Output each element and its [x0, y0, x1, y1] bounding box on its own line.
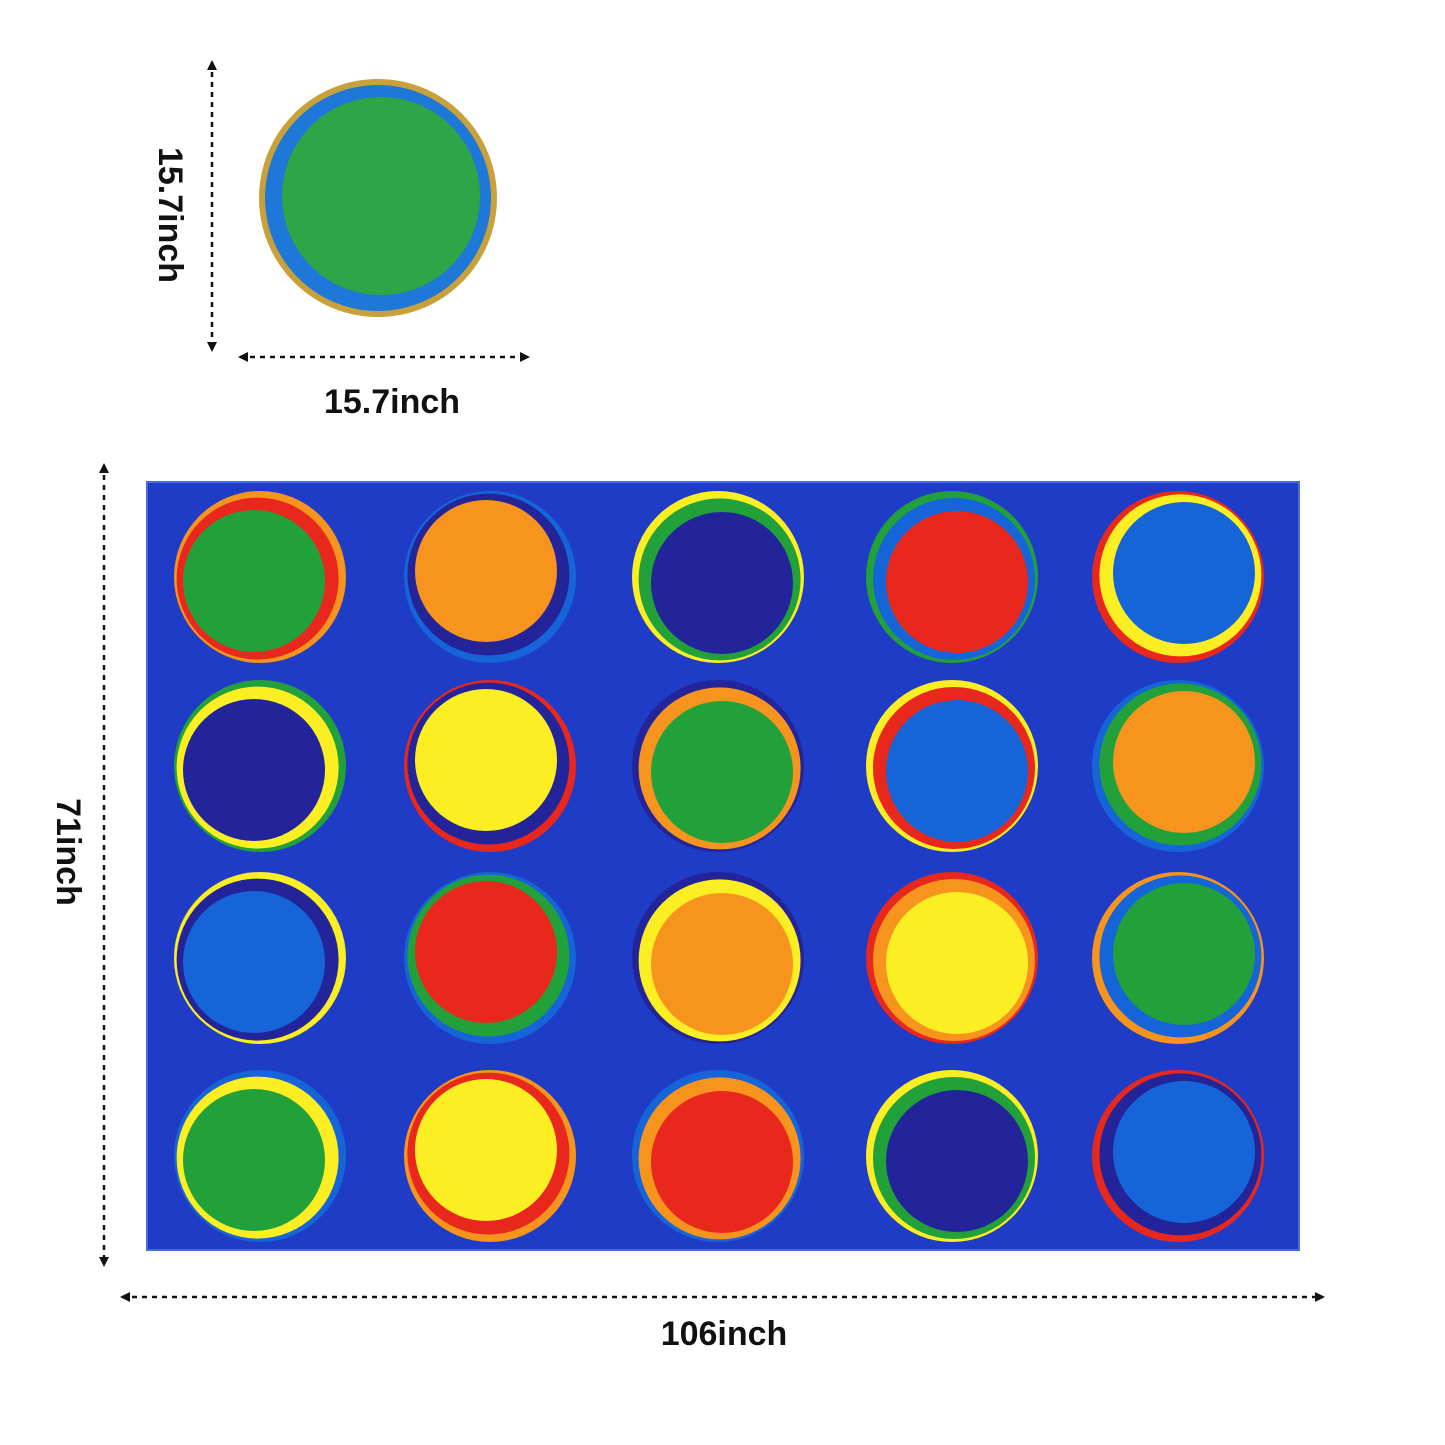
spot-center [415, 500, 557, 642]
spot-center [183, 510, 325, 652]
rug-spots [174, 491, 1264, 1242]
rug-spot [404, 491, 576, 663]
spot-center [415, 1079, 557, 1221]
small-width-label: 15.7inch [323, 383, 461, 421]
spot-center [1113, 691, 1255, 833]
spot-center [183, 699, 325, 841]
spot-center [415, 881, 557, 1023]
spot-center [1113, 883, 1255, 1025]
small-height-label: 15.7inch [151, 146, 189, 284]
rug-spot [1092, 872, 1264, 1044]
rug-spot [866, 680, 1038, 852]
rug-spot [404, 872, 576, 1044]
spot-center [183, 891, 325, 1033]
spot-center [886, 1090, 1028, 1232]
large-height-label: 71inch [49, 798, 87, 906]
rug-spot [174, 680, 346, 852]
spot-center [651, 512, 793, 654]
large-width-label: 106inch [660, 1315, 788, 1353]
rug-spot [174, 872, 346, 1044]
spot-center [1113, 502, 1255, 644]
rug-spot [404, 680, 576, 852]
spot-center [651, 1091, 793, 1233]
spot-center [415, 689, 557, 831]
spot-center [886, 892, 1028, 1034]
rug-spot [1092, 1070, 1264, 1242]
spot-center [886, 511, 1028, 653]
rug-spot [1092, 680, 1264, 852]
mat-green-center [282, 97, 480, 295]
spot-center [651, 701, 793, 843]
rug-spot [404, 1070, 576, 1242]
rug-spot [632, 491, 804, 663]
rug-spot [174, 491, 346, 663]
circle-sitting-mat [259, 79, 497, 317]
rug-spot [632, 1070, 804, 1242]
spot-center [651, 893, 793, 1035]
rug-spot [632, 680, 804, 852]
rug-spot [866, 491, 1038, 663]
spot-center [183, 1089, 325, 1231]
seating-rug [146, 481, 1300, 1251]
rug-spot [866, 1070, 1038, 1242]
rug-spot [174, 1070, 346, 1242]
spot-center [1113, 1081, 1255, 1223]
rug-spot [866, 872, 1038, 1044]
rug-spot [1092, 491, 1264, 663]
rug-spot [632, 872, 804, 1044]
spot-center [886, 700, 1028, 842]
